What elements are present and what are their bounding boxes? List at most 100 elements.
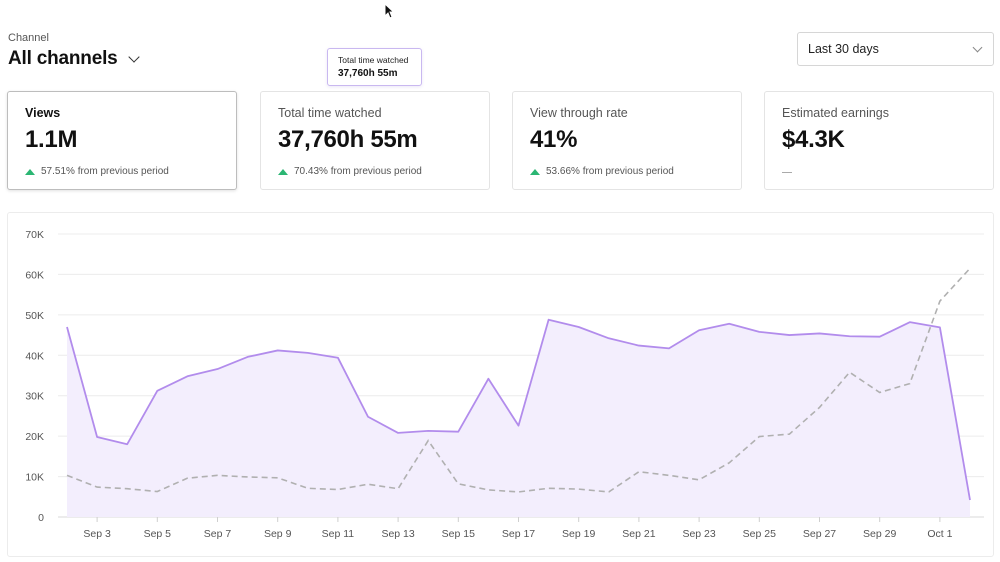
current-point [65, 325, 69, 329]
current-point [246, 355, 250, 359]
trend-up-icon [530, 168, 540, 175]
current-point [908, 320, 912, 324]
trend-up-icon [25, 168, 35, 175]
y-tick-label: 40K [25, 350, 44, 362]
current-point [968, 498, 972, 502]
current-point [938, 325, 942, 329]
x-tick-label: Sep 11 [322, 528, 355, 540]
mouse-pointer-icon [384, 3, 394, 19]
views-area-chart[interactable]: 0 10K 20K 30K 40K 50K 60K 70K Sep 3 Sep 5 Sep 7 Sep… [8, 213, 995, 558]
current-point [366, 415, 370, 419]
previous-point [968, 266, 972, 270]
x-tick-label: Sep 13 [381, 528, 414, 540]
previous-point [547, 486, 551, 490]
current-point [336, 356, 340, 360]
x-tick-label: Sep 5 [144, 528, 172, 540]
current-point [667, 346, 671, 350]
previous-point [667, 473, 671, 477]
current-point [396, 431, 400, 435]
current-period-line [66, 318, 971, 501]
x-tick-label: Sep 29 [863, 528, 896, 540]
current-point [185, 374, 189, 378]
previous-point [818, 405, 822, 409]
tooltip-title: Total time watched [338, 55, 409, 65]
current-point [848, 334, 852, 338]
metric-delta: 53.66% from previous period [530, 166, 724, 177]
previous-point [517, 490, 521, 494]
current-point [607, 336, 611, 340]
y-tick-label: 20K [25, 431, 44, 443]
no-change-dash-icon [782, 172, 792, 173]
current-point [818, 331, 822, 335]
x-tick-label: Sep 27 [803, 528, 836, 540]
current-point [306, 351, 310, 355]
previous-point [637, 470, 641, 474]
metric-card-estimated-earnings[interactable]: Estimated earnings $4.3K [764, 91, 994, 190]
previous-point [396, 487, 400, 491]
previous-point [216, 473, 220, 477]
chevron-down-icon [972, 42, 983, 52]
metric-label: Views [25, 106, 61, 120]
channel-selector[interactable]: All channels [8, 48, 140, 70]
metric-card-view-through-rate[interactable]: View through rate 41% 53.66% from previo… [512, 91, 742, 190]
previous-point [426, 439, 430, 443]
metric-value: $4.3K [782, 126, 845, 153]
current-point [547, 318, 551, 322]
metric-label: Estimated earnings [782, 106, 890, 120]
metric-value: 1.1M [25, 126, 78, 153]
current-point [577, 325, 581, 329]
x-tick-label: Sep 3 [83, 528, 111, 540]
previous-point [607, 490, 611, 494]
previous-point [125, 487, 129, 491]
current-point [787, 333, 791, 337]
y-tick-label: 0 [38, 512, 44, 524]
date-range-dropdown[interactable]: Last 30 days [797, 32, 994, 66]
previous-point [456, 482, 460, 486]
current-point [456, 430, 460, 434]
previous-point [306, 486, 310, 490]
current-point [95, 435, 99, 439]
metric-card-total-time-watched[interactable]: Total time watched 37,760h 55m 70.43% fr… [260, 91, 490, 190]
y-tick-label: 60K [25, 269, 44, 281]
y-tick-label: 10K [25, 472, 44, 484]
chart-tooltip: Total time watched 37,760h 55m [327, 48, 422, 86]
x-tick-label: Sep 21 [622, 528, 655, 540]
tooltip-value: 37,760h 55m [338, 68, 398, 79]
delta-text: 57.51% from previous period [41, 166, 169, 177]
metric-card-views[interactable]: Views 1.1M 57.51% from previous period [7, 91, 237, 190]
previous-point [276, 476, 280, 480]
current-point [216, 367, 220, 371]
previous-point [577, 487, 581, 491]
current-point [697, 328, 701, 332]
metric-value: 41% [530, 126, 578, 153]
current-point [155, 389, 159, 393]
previous-point [848, 370, 852, 374]
metric-delta [782, 166, 976, 173]
current-point [878, 335, 882, 339]
previous-point [155, 490, 159, 494]
x-tick-label: Sep 7 [204, 528, 232, 540]
x-tick-label: Oct 1 [927, 528, 952, 540]
x-tick-label: Sep 15 [442, 528, 475, 540]
previous-point [938, 299, 942, 303]
x-tick-label: Sep 9 [264, 528, 292, 540]
previous-point [727, 461, 731, 465]
y-tick-label: 70K [25, 229, 44, 241]
previous-period-line [66, 267, 971, 493]
previous-point [366, 482, 370, 486]
trend-up-icon [278, 168, 288, 175]
current-point [276, 348, 280, 352]
x-tick-label: Sep 19 [562, 528, 595, 540]
metric-label: View through rate [530, 106, 628, 120]
current-period-area [67, 319, 970, 517]
metric-delta: 57.51% from previous period [25, 166, 219, 177]
current-point [486, 377, 490, 381]
current-point [637, 344, 641, 348]
previous-point [908, 382, 912, 386]
previous-point [486, 488, 490, 492]
metric-delta: 70.43% from previous period [278, 166, 472, 177]
current-point [757, 330, 761, 334]
metric-label: Total time watched [278, 106, 382, 120]
x-tick-label: Sep 25 [743, 528, 776, 540]
previous-point [787, 432, 791, 436]
